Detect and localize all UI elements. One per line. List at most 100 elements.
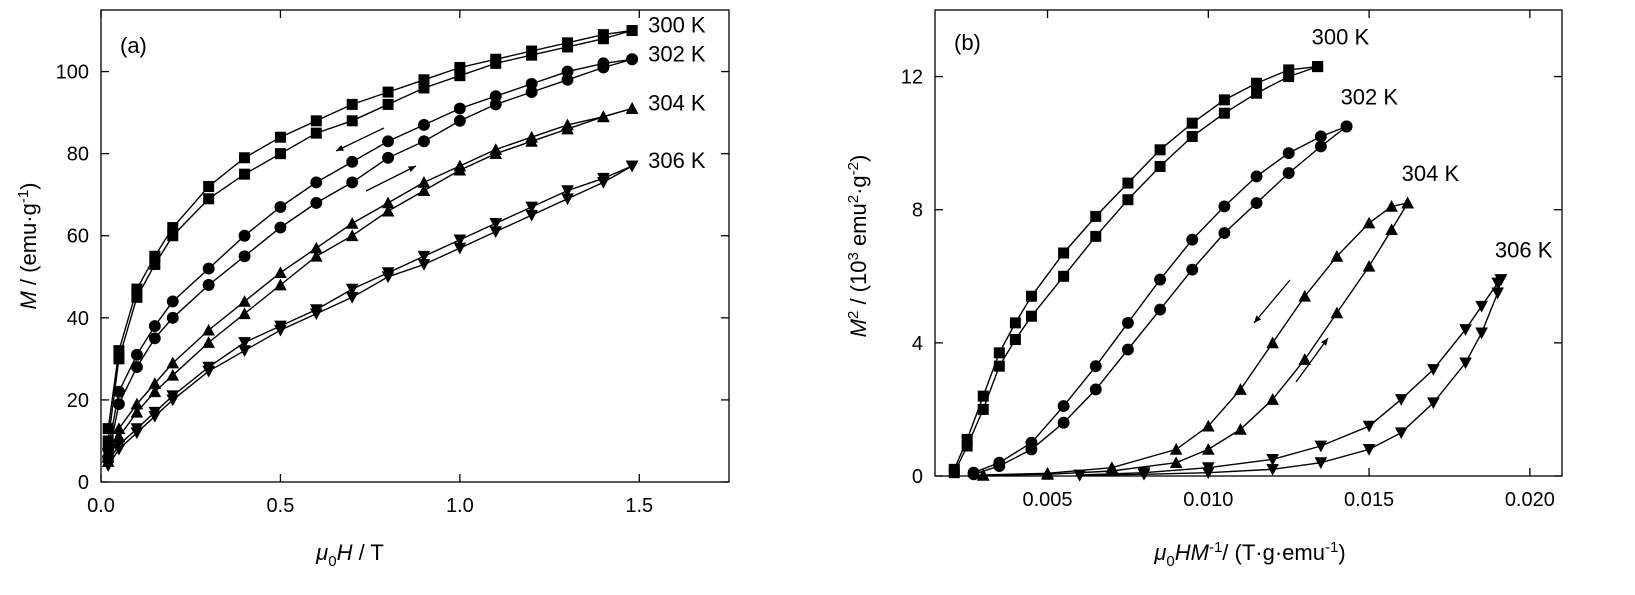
data-point	[525, 86, 538, 99]
data-point	[967, 466, 980, 479]
data-point	[562, 37, 574, 49]
data-point	[149, 258, 161, 270]
data-point	[1234, 423, 1247, 435]
data-point	[1041, 467, 1054, 479]
series-label: 304 K	[648, 91, 706, 116]
data-point	[148, 406, 162, 419]
data-point	[1494, 274, 1508, 286]
arrow-decreasing-field-head	[336, 145, 344, 151]
data-point	[1266, 453, 1279, 466]
data-point	[1058, 270, 1070, 282]
arrow-decreasing-field-shaft	[1253, 279, 1291, 324]
data-point	[1250, 197, 1263, 209]
data-point	[1201, 419, 1215, 432]
data-point	[1009, 317, 1021, 329]
series-b-300-K: 300 K	[948, 25, 1369, 479]
data-point	[454, 70, 466, 82]
data-point	[1282, 147, 1295, 160]
data-point	[1186, 117, 1198, 129]
data-point	[113, 385, 125, 398]
data-point	[453, 102, 466, 115]
data-point	[597, 172, 610, 185]
data-point	[382, 135, 395, 148]
data-point	[274, 221, 287, 234]
ascending-curve	[107, 165, 633, 466]
x-tick-label-a: 1.0	[446, 495, 474, 517]
data-point	[418, 74, 430, 86]
data-point	[453, 234, 467, 247]
data-point	[130, 405, 144, 418]
data-point	[1459, 324, 1472, 336]
data-point	[993, 347, 1005, 359]
data-point	[525, 130, 538, 143]
data-point	[525, 209, 538, 222]
ascending-curve	[107, 58, 633, 458]
data-point	[148, 320, 161, 332]
data-point	[977, 390, 989, 402]
data-point	[1394, 427, 1408, 440]
descending-curve	[107, 165, 633, 462]
data-point	[166, 368, 180, 381]
data-point	[418, 118, 430, 131]
data-point	[274, 201, 287, 213]
data-point	[561, 193, 574, 206]
data-point	[489, 98, 502, 111]
y-tick-label-a: 80	[67, 144, 89, 166]
y-tick-label-b: 8	[912, 200, 923, 222]
data-point	[130, 348, 143, 361]
data-point	[1025, 290, 1037, 302]
data-point	[310, 176, 323, 189]
data-point	[1491, 287, 1505, 300]
data-point	[382, 151, 395, 164]
data-point	[381, 196, 395, 209]
data-point	[453, 114, 466, 127]
panel-b: (b) μ0HM-1/ (T·g·emu-1) M2 / (103 emu2·g…	[845, 9, 1563, 570]
data-point	[948, 463, 960, 475]
data-point	[1312, 61, 1324, 73]
series-a-304-K: 304 K	[101, 91, 706, 467]
data-point	[149, 250, 161, 262]
y-tick-label-a: 40	[67, 308, 89, 330]
panel-label-b: (b)	[954, 30, 981, 55]
data-point	[1385, 200, 1398, 212]
data-point	[202, 361, 215, 374]
data-point	[381, 267, 395, 280]
data-point	[976, 468, 990, 481]
y-tick-label-a: 20	[67, 390, 89, 412]
data-point	[203, 193, 215, 205]
arrow-increasing-field-head	[1321, 338, 1328, 346]
data-point	[597, 29, 609, 41]
data-point	[417, 259, 431, 271]
data-point	[525, 77, 538, 90]
data-point	[1201, 443, 1215, 455]
x-tick-label-b: 0.010	[1183, 489, 1233, 511]
data-point	[130, 423, 144, 435]
data-point	[418, 135, 430, 148]
panel-label-a: (a)	[120, 33, 147, 58]
data-point	[239, 168, 251, 180]
x-tick-label-b: 0.020	[1505, 489, 1555, 511]
descending-curve	[107, 58, 633, 450]
data-point	[274, 266, 287, 279]
series-b-302-K: 302 K	[967, 85, 1398, 481]
data-point	[309, 304, 323, 316]
data-point	[1201, 462, 1215, 475]
plot-frame-b	[934, 9, 1563, 477]
arrow-increasing-field-shaft	[365, 165, 417, 192]
arrow-decreasing-field	[1253, 279, 1291, 324]
data-point	[626, 53, 639, 66]
data-point	[238, 337, 251, 349]
ascending-curve	[983, 202, 1409, 476]
data-point	[1314, 140, 1327, 153]
descending-curve	[107, 107, 633, 458]
sweep-arrows-b	[1253, 279, 1329, 383]
data-point	[346, 115, 358, 127]
x-tick-label-a: 1.5	[625, 495, 653, 517]
data-point	[1385, 223, 1398, 236]
data-point	[1057, 400, 1070, 413]
data-point	[130, 361, 143, 374]
data-point	[489, 90, 502, 103]
data-point	[166, 295, 179, 308]
arrow-increasing-field-shaft	[1295, 337, 1329, 383]
data-point	[977, 403, 989, 415]
